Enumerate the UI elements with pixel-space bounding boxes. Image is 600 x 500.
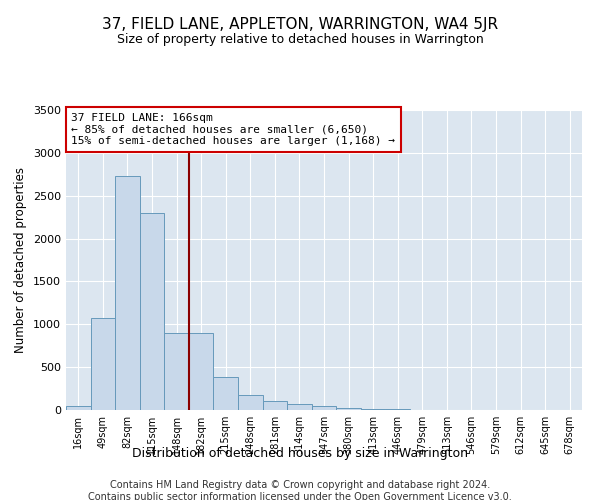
Bar [361, 408, 385, 410]
Bar [91, 318, 115, 410]
Text: Contains public sector information licensed under the Open Government Licence v3: Contains public sector information licen… [88, 492, 512, 500]
Bar [115, 176, 140, 410]
Bar [336, 408, 361, 410]
Bar [189, 333, 214, 410]
Bar [312, 406, 336, 410]
Text: 37, FIELD LANE, APPLETON, WARRINGTON, WA4 5JR: 37, FIELD LANE, APPLETON, WARRINGTON, WA… [102, 18, 498, 32]
Text: Contains HM Land Registry data © Crown copyright and database right 2024.: Contains HM Land Registry data © Crown c… [110, 480, 490, 490]
Bar [66, 406, 91, 410]
Y-axis label: Number of detached properties: Number of detached properties [14, 167, 28, 353]
Bar [263, 402, 287, 410]
Text: 37 FIELD LANE: 166sqm
← 85% of detached houses are smaller (6,650)
15% of semi-d: 37 FIELD LANE: 166sqm ← 85% of detached … [71, 113, 395, 146]
Bar [214, 376, 238, 410]
Bar [164, 333, 189, 410]
Bar [238, 395, 263, 410]
Text: Size of property relative to detached houses in Warrington: Size of property relative to detached ho… [116, 32, 484, 46]
Bar [140, 213, 164, 410]
Text: Distribution of detached houses by size in Warrington: Distribution of detached houses by size … [132, 448, 468, 460]
Bar [287, 404, 312, 410]
